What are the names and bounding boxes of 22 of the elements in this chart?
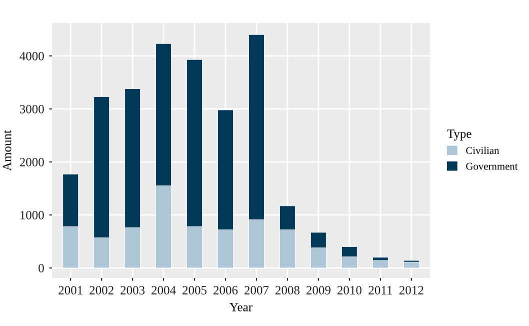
x-tick-label: 2001 [58,286,82,294]
x-tick-label: 2009 [306,286,330,294]
x-tick-label: 2003 [120,286,145,294]
y-tick-label: 4000 [20,52,44,60]
x-tick-label: 2011 [368,286,392,294]
y-axis-title: Amount [2,130,12,171]
x-tick-label: 2007 [244,286,269,294]
x-tick-label: 2012 [399,286,424,294]
legend-label: Civilian [466,146,500,154]
x-tick-label: 2005 [182,286,207,294]
x-tick-label: 2010 [337,286,362,294]
x-tick-label: 2008 [276,286,300,294]
x-axis-title: Year [230,303,252,312]
y-tick-label: 0 [38,264,44,272]
x-tick-label: 2004 [152,286,176,294]
x-tick-label: 2002 [90,286,114,294]
legend-label: Government [466,162,518,170]
legend-title: Type [447,130,472,141]
y-tick-label: 1000 [20,210,44,220]
y-tick-label: 2000 [20,158,44,166]
x-tick-label: 2006 [214,286,238,294]
y-tick-label: 3000 [20,104,44,114]
